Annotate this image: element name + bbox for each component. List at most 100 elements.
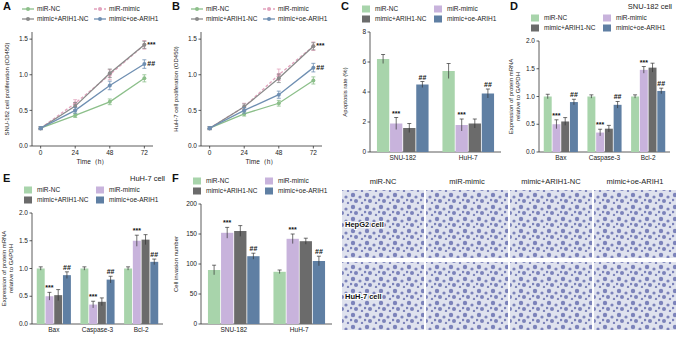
y-tick-label: 1.5 — [526, 65, 535, 72]
y-tick-label: 1.0 — [188, 71, 197, 78]
marks — [544, 63, 665, 152]
legend-entry: mimic+ARIH1-NC — [22, 15, 89, 22]
marker — [142, 62, 146, 66]
legend-swatch — [603, 25, 611, 32]
legend-entry: mimic+ARIH1-NC — [191, 15, 258, 22]
y-tick-label: 1.0 — [19, 71, 28, 78]
error-bar — [91, 301, 95, 308]
error-bar — [277, 74, 281, 83]
error-bar — [39, 127, 43, 130]
y-tick — [199, 204, 202, 205]
bar — [614, 105, 622, 152]
marker — [142, 43, 146, 47]
micrograph — [510, 190, 592, 258]
bar — [142, 240, 150, 324]
error-bar — [311, 43, 315, 50]
y-tick-label: 0.0 — [188, 142, 197, 149]
y-tick-label: 0.5 — [526, 120, 535, 127]
marks — [208, 226, 325, 324]
panel-label: C — [341, 0, 349, 12]
legend-label: mimic+ARIH1-NC — [375, 15, 427, 22]
y-tick — [30, 296, 33, 297]
y-tick — [537, 68, 540, 69]
micrograph — [594, 262, 676, 330]
legend-swatch — [531, 25, 539, 32]
error-bar — [100, 298, 104, 306]
error-bar — [473, 119, 477, 128]
marker — [311, 44, 315, 48]
significance: ## — [657, 80, 665, 87]
y-tick — [537, 124, 540, 125]
row-label: HepG2 cell — [345, 220, 384, 229]
bar — [133, 241, 141, 324]
bar — [416, 85, 428, 153]
legend-swatch — [96, 187, 104, 194]
bar — [377, 59, 389, 152]
marker — [39, 126, 43, 130]
y-tick — [199, 146, 202, 147]
title: HuH-7 cell — [130, 174, 165, 183]
significance: ## — [63, 264, 71, 271]
bar — [63, 275, 71, 324]
legend-label: mimic+oe-ARIH1 — [278, 15, 328, 22]
y-axis-label-line: Expression of protein mRNA — [1, 231, 7, 307]
y-axis-label-line: Expression of protein mRNA — [508, 59, 514, 135]
significance: ## — [107, 268, 115, 275]
error-bar — [460, 119, 464, 131]
series-line — [210, 46, 314, 128]
x-tick-label: 24 — [72, 149, 80, 156]
x-tick-label: HuH-7 — [290, 326, 309, 333]
y-tick — [30, 324, 33, 325]
x-axis — [32, 146, 153, 147]
marker — [242, 108, 246, 112]
y-tick — [199, 39, 202, 40]
error-bar — [277, 100, 281, 106]
legend-label: miR-mimic — [278, 5, 309, 12]
legend-marker — [195, 7, 199, 11]
error-bar — [47, 292, 51, 300]
error-bar — [225, 227, 229, 238]
bar — [587, 97, 595, 153]
legend-entry: mimic+oe-ARIH1 — [603, 24, 666, 31]
y-tick-label: 0 — [193, 320, 197, 327]
legend-entry: miR-mimic — [263, 5, 309, 12]
y-tick — [30, 110, 33, 111]
significance: *** — [552, 112, 560, 119]
y-tick — [537, 41, 540, 42]
micrograph — [342, 190, 424, 258]
error-bar — [142, 41, 146, 50]
series-line — [210, 46, 314, 128]
significance: ## — [150, 251, 158, 258]
marker — [277, 76, 281, 80]
y-axis-label: Expression of protein mRNArelative to GA… — [508, 59, 521, 135]
y-tick-label: 0.5 — [19, 292, 28, 299]
y-tick-label: 8 — [362, 28, 366, 35]
y-tick-label: 1.5 — [188, 35, 197, 42]
error-bar — [152, 259, 156, 265]
legend-label: mimic+ARIH1-NC — [544, 24, 596, 31]
error-bar — [208, 127, 212, 130]
marker — [39, 126, 43, 130]
y-axis-label: Expression of protein mRNArelative to GA… — [1, 231, 14, 307]
y-tick — [30, 74, 33, 75]
significance: ## — [570, 91, 578, 98]
legend-label: miR-NC — [37, 186, 60, 193]
error-bar — [277, 91, 281, 98]
significance: *** — [89, 293, 97, 300]
bar — [544, 97, 552, 153]
y-tick-label: 0.5 — [188, 107, 197, 114]
x-tick-label: 48 — [106, 149, 114, 156]
marker — [142, 76, 146, 80]
y-tick-label: 1.5 — [19, 35, 28, 42]
y-tick — [199, 264, 202, 265]
series-line — [41, 45, 145, 128]
significance: ## — [614, 93, 622, 100]
error-bar — [73, 113, 77, 117]
marker — [108, 83, 112, 87]
x-tick-label: 72 — [141, 149, 149, 156]
legend-marker — [267, 17, 271, 21]
error-bar — [407, 124, 411, 133]
bar — [570, 102, 578, 152]
panel-label: F — [172, 172, 179, 184]
legend-swatch — [193, 188, 201, 195]
